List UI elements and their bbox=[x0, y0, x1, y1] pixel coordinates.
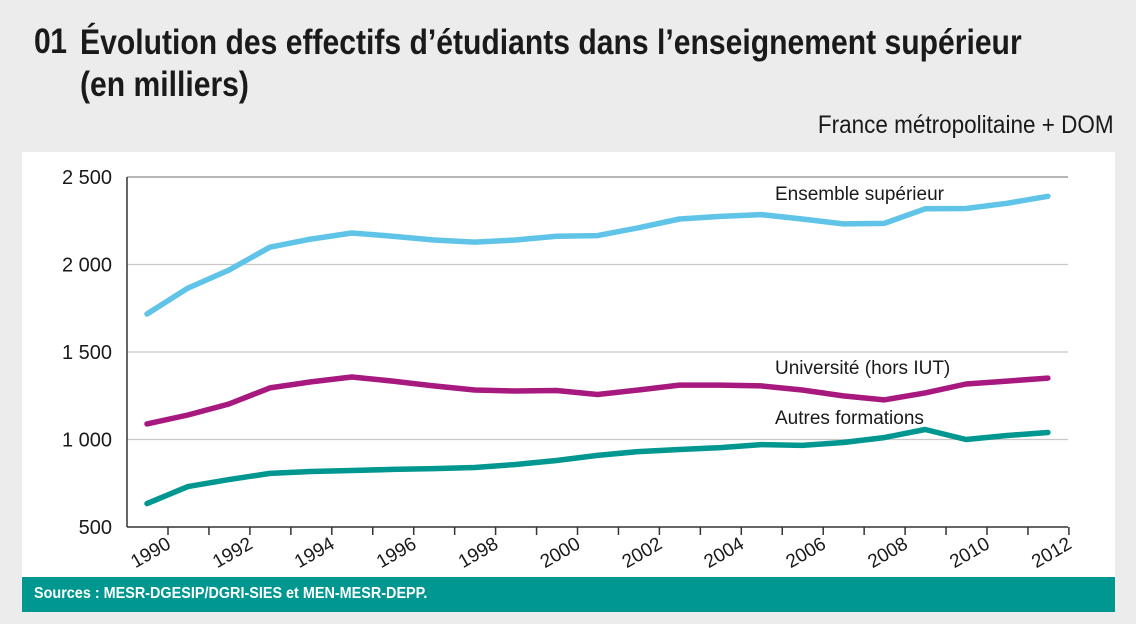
chart-subtitle: France métropolitaine + DOM bbox=[818, 111, 1114, 139]
x-tick-label: 1990 bbox=[127, 534, 174, 573]
y-tick-label: 500 bbox=[79, 517, 112, 539]
title-line-1: Évolution des effectifs d’étudiants dans… bbox=[80, 23, 1022, 62]
x-tick-label: 2000 bbox=[537, 534, 584, 573]
series-line-universite bbox=[144, 374, 1051, 427]
series-label-universite: Université (hors IUT) bbox=[775, 358, 950, 379]
y-tick-label: 2 500 bbox=[62, 167, 112, 189]
figure-title: Évolution des effectifs d’étudiants dans… bbox=[80, 22, 1022, 106]
series-line-autres bbox=[144, 426, 1051, 507]
x-axis-ticks: 1990 1992 1994 1996 1998 2000 2002 2004 2006 2008… bbox=[127, 527, 1075, 573]
x-tick-label: 2004 bbox=[701, 533, 748, 573]
source-bar: Sources : MESR-DGESIP/DGRI-SIES et MEN-M… bbox=[22, 577, 1115, 612]
series-label-ensemble: Ensemble supérieur bbox=[775, 184, 945, 205]
x-tick-label: 1996 bbox=[373, 534, 420, 573]
x-tick-label: 1994 bbox=[291, 533, 338, 573]
title-line-2: (en milliers) bbox=[80, 65, 249, 104]
gridlines bbox=[127, 176, 1068, 441]
x-tick-label: 2010 bbox=[946, 534, 993, 573]
x-tick-label: 1992 bbox=[209, 534, 256, 573]
x-tick-label: 2012 bbox=[1028, 534, 1075, 573]
series-labels: Ensemble supérieur Université (hors IUT)… bbox=[775, 184, 950, 429]
series-line-ensemble bbox=[144, 193, 1051, 317]
y-tick-label: 1 000 bbox=[62, 430, 112, 452]
chart-panel bbox=[22, 152, 1115, 577]
source-text: Sources : MESR-DGESIP/DGRI-SIES et MEN-M… bbox=[34, 585, 428, 602]
y-tick-label: 1 500 bbox=[62, 342, 112, 364]
figure-number: 01 bbox=[34, 22, 67, 61]
series-label-autres: Autres formations bbox=[775, 408, 924, 429]
y-axis-ticks: 500 1 000 1 500 2 000 2 500 bbox=[62, 167, 112, 539]
y-tick-label: 2 000 bbox=[62, 255, 112, 277]
series-lines bbox=[144, 193, 1051, 507]
x-tick-label: 2002 bbox=[619, 534, 666, 573]
x-tick-label: 2008 bbox=[864, 534, 911, 573]
x-tick-label: 1998 bbox=[455, 534, 502, 573]
x-tick-label: 2006 bbox=[783, 534, 830, 573]
